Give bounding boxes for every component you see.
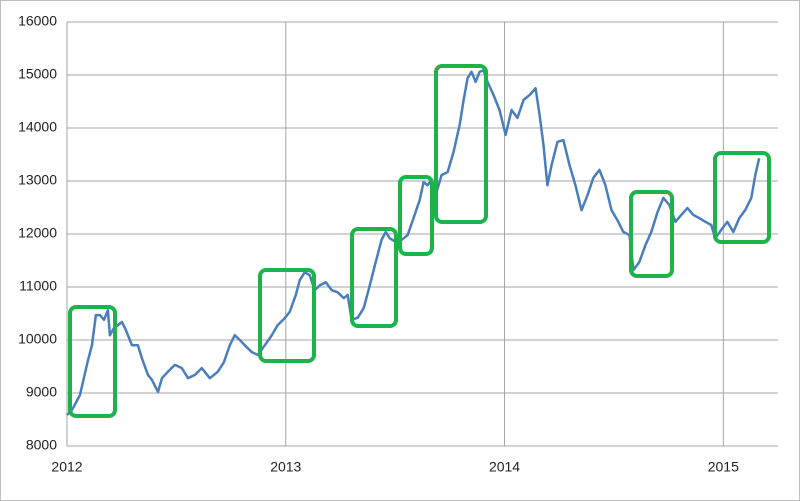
highlight-box — [629, 190, 674, 278]
plot — [66, 68, 761, 416]
highlight-box — [398, 175, 434, 256]
grid: 8000 9000 10000 11000 12000 13000 14000 15000 16… — [18, 13, 778, 475]
highlights — [68, 64, 771, 418]
highlight-box — [713, 151, 771, 244]
y-tick-label: 8000 — [26, 437, 57, 453]
y-tick-label: 11000 — [19, 278, 57, 294]
y-tick-label: 15000 — [18, 66, 57, 82]
x-tick-label: 2014 — [489, 459, 520, 475]
y-tick-label: 13000 — [18, 172, 57, 188]
highlight-box — [350, 227, 398, 328]
y-tick-label: 12000 — [18, 225, 57, 241]
y-tick-label: 10000 — [18, 331, 57, 347]
highlight-box — [434, 64, 488, 224]
highlight-box — [68, 305, 117, 418]
x-tick-label: 2012 — [51, 459, 82, 475]
x-tick-label: 2013 — [270, 459, 301, 475]
data-line — [66, 68, 761, 416]
y-tick-label: 9000 — [26, 384, 57, 400]
y-tick-label: 16000 — [18, 13, 57, 29]
highlight-box — [258, 268, 316, 363]
y-tick-label: 14000 — [18, 119, 57, 135]
x-tick-label: 2015 — [708, 459, 739, 475]
